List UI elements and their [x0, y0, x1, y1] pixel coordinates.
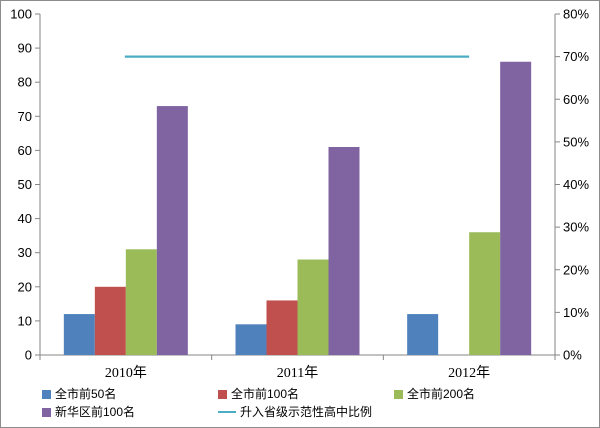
legend-line-swatch: [218, 411, 236, 413]
bar-3-1: [125, 249, 157, 355]
y2-tick-label: 0%: [563, 348, 582, 363]
legend-swatch: [42, 408, 51, 417]
legend-label: 全市前100名: [231, 387, 300, 401]
bar-1-2: [235, 324, 267, 355]
y2-tick-label: 40%: [563, 177, 589, 192]
legend-label: 新华区前100名: [55, 405, 136, 419]
y-tick-label: 40: [18, 211, 32, 226]
bar-3-3: [469, 232, 501, 355]
y2-tick-label: 60%: [563, 92, 589, 107]
legend-label: 全市前200名: [407, 387, 476, 401]
bar-2-1: [94, 286, 126, 355]
legend-item: 全市前100名: [218, 386, 299, 402]
y-tick-label: 20: [18, 279, 32, 294]
y2-tick-label: 10%: [563, 305, 589, 320]
legend-item: 全市前50名: [42, 386, 116, 402]
y2-tick-label: 20%: [563, 262, 589, 277]
bar-4-2: [328, 146, 360, 355]
legend-swatch: [218, 390, 227, 399]
x-category-label: 2011年: [277, 365, 318, 381]
bar-4-1: [156, 106, 188, 355]
bar-3-2: [297, 259, 329, 355]
legend-swatch: [42, 390, 51, 399]
y-tick-label: 90: [18, 41, 32, 56]
y-tick-label: 10: [18, 313, 32, 328]
y-tick-label: 100: [10, 7, 32, 22]
y-tick-label: 80: [18, 75, 32, 90]
legend-label: 升入省级示范性高中比例: [240, 405, 373, 419]
bar-2-2: [266, 300, 298, 355]
y-tick-label: 0: [25, 348, 32, 363]
bar-4-3: [500, 61, 532, 356]
legend-item: 全市前200名: [394, 386, 475, 402]
y2-tick-label: 80%: [563, 7, 589, 22]
bar-1-3: [407, 314, 439, 355]
y2-tick-label: 50%: [563, 134, 589, 149]
legend-swatch: [394, 390, 403, 399]
y-tick-label: 30: [18, 245, 32, 260]
y-tick-label: 70: [18, 109, 32, 124]
y2-tick-label: 30%: [563, 220, 589, 235]
y-tick-label: 50: [18, 177, 32, 192]
legend-label: 全市前50名: [55, 387, 117, 401]
y2-tick-label: 70%: [563, 49, 589, 64]
x-category-label: 2010年: [105, 365, 147, 381]
x-category-label: 2012年: [448, 365, 490, 381]
y-tick-label: 60: [18, 143, 32, 158]
bar-1-1: [63, 314, 95, 355]
legend-item: 升入省级示范性高中比例: [218, 404, 372, 420]
legend-item: 新华区前100名: [42, 404, 135, 420]
